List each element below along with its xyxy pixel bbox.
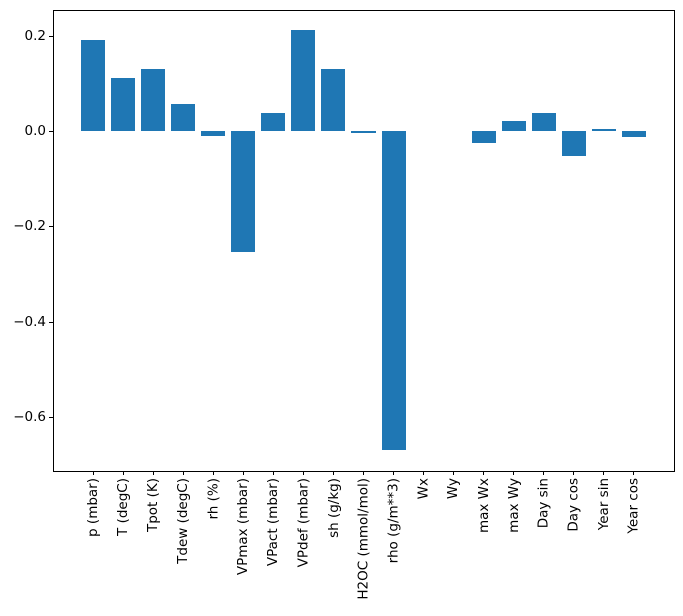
bar-t-degc xyxy=(111,78,136,132)
y-tick-label: −0.6 xyxy=(13,409,46,426)
x-tick-label: Tdew (degC) xyxy=(175,478,192,564)
x-tick xyxy=(152,470,154,475)
x-tick xyxy=(122,470,124,475)
x-tick-label: T (degC) xyxy=(115,478,132,536)
x-tick-label: Tpot (K) xyxy=(145,478,162,533)
x-tick xyxy=(573,470,575,475)
bar-tdew-degc xyxy=(171,104,196,132)
x-tick-label: Year sin xyxy=(595,478,612,531)
bar-max-wx xyxy=(471,131,496,143)
bar-h2oc-mmol-mol xyxy=(351,131,376,134)
y-tick-label: −0.4 xyxy=(13,313,46,330)
x-tick xyxy=(242,470,244,475)
plot-area xyxy=(53,10,675,472)
x-tick xyxy=(272,470,274,475)
y-tick xyxy=(49,131,53,133)
x-tick xyxy=(92,470,94,475)
x-tick-label: sh (g/kg) xyxy=(325,478,342,538)
x-tick xyxy=(302,470,304,475)
x-tick xyxy=(483,470,485,475)
y-tick xyxy=(49,321,53,323)
bar-p-mbar xyxy=(81,40,106,132)
x-tick xyxy=(212,470,214,475)
x-tick-label: Wx xyxy=(415,478,432,500)
bar-sh-g-kg xyxy=(321,68,346,132)
y-tick xyxy=(49,417,53,419)
y-tick xyxy=(49,226,53,228)
x-tick-label: VPdef (mbar) xyxy=(295,478,312,568)
x-tick-label: VPmax (mbar) xyxy=(235,478,252,576)
x-tick-label: rh (%) xyxy=(205,478,222,520)
bar-vpact-mbar xyxy=(261,113,286,132)
x-tick-label: H2OC (mmol/mol) xyxy=(355,478,372,600)
y-tick-label: −0.2 xyxy=(13,218,46,235)
x-tick-label: Wy xyxy=(445,478,462,500)
x-tick xyxy=(393,470,395,475)
x-tick-label: max Wx xyxy=(475,478,492,534)
x-tick xyxy=(603,470,605,475)
x-tick xyxy=(633,470,635,475)
x-tick xyxy=(513,470,515,475)
y-tick-label: 0.0 xyxy=(24,123,46,140)
x-tick xyxy=(543,470,545,475)
bar-rho-g-m-3 xyxy=(381,131,406,450)
x-tick-label: p (mbar) xyxy=(85,478,102,537)
x-tick xyxy=(453,470,455,475)
x-tick-label: Day sin xyxy=(535,478,552,529)
x-tick-label: rho (g/m**3) xyxy=(385,478,402,564)
bar-year-sin xyxy=(591,129,616,132)
x-tick xyxy=(182,470,184,475)
x-tick xyxy=(423,470,425,475)
y-tick xyxy=(49,35,53,37)
y-tick-label: 0.2 xyxy=(24,27,46,44)
x-tick-label: Day cos xyxy=(565,478,582,532)
x-tick-label: Year cos xyxy=(625,478,642,534)
bar-vpdef-mbar xyxy=(291,30,316,132)
bar-max-wy xyxy=(501,121,526,132)
x-tick xyxy=(363,470,364,475)
bar-day-sin xyxy=(531,113,556,132)
bar-year-cos xyxy=(621,131,646,137)
bar-tpot-k xyxy=(141,69,166,132)
bar-vpmax-mbar xyxy=(231,131,256,253)
x-tick xyxy=(332,470,334,475)
x-tick-label: VPact (mbar) xyxy=(265,478,282,567)
x-tick-label: max Wy xyxy=(505,478,522,533)
bar-rh xyxy=(201,131,226,137)
bar-day-cos xyxy=(561,131,586,157)
